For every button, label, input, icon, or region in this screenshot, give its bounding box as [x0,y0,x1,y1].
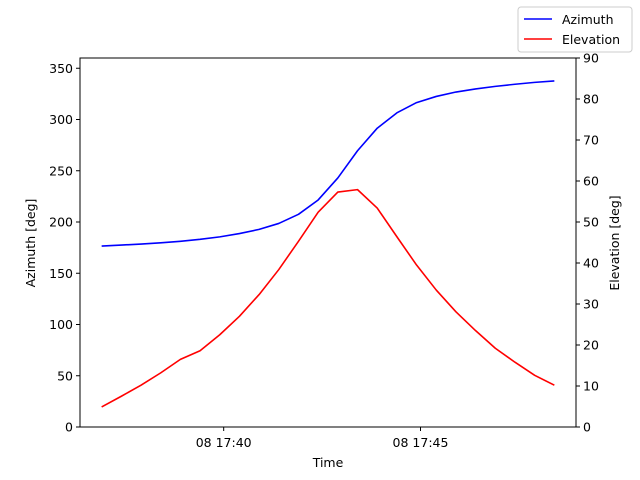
y-left-tick-label: 200 [49,215,73,230]
y-right-tick-label: 40 [583,256,599,271]
legend: Azimuth Elevation [517,6,633,53]
series-line-azimuth [101,80,555,247]
x-tick-label: 08 17:45 [393,435,449,450]
legend-label-elevation: Elevation [562,32,620,47]
plot-area-frame [79,57,577,428]
y-right-tick-label: 60 [583,174,599,189]
y-right-tick-label: 70 [583,133,599,148]
y-axis-left-label: Azimuth [deg] [23,199,38,288]
y-right-tick-label: 10 [583,379,599,394]
y-left-tick-label: 50 [57,368,73,383]
y-right-tick-label: 30 [583,297,599,312]
x-tick-label: 08 17:40 [196,435,252,450]
y-left-tick-label: 150 [49,266,73,281]
y-left-tick-label: 0 [65,420,73,435]
y-right-tick-label: 20 [583,338,599,353]
x-axis-label: Time [312,455,344,470]
y-axis-right-label: Elevation [deg] [607,195,622,290]
y-left-tick-label: 100 [49,317,73,332]
y-left-tick-label: 300 [49,112,73,127]
y-right-tick-label: 50 [583,215,599,230]
y-right-tick-label: 80 [583,92,599,107]
y-left-tick-label: 350 [49,61,73,76]
series-line-elevation [101,188,555,408]
legend-label-azimuth: Azimuth [562,12,614,27]
y-right-tick-label: 0 [583,420,591,435]
y-right-tick-label: 90 [583,51,599,66]
ticks-layer: 0 50 100 150 200 250 300 350 0 10 20 30 40 50 60 70 80 90… [49,51,599,451]
y-left-tick-label: 250 [49,163,73,178]
series-layer [101,80,555,408]
axes-frame [79,57,577,428]
